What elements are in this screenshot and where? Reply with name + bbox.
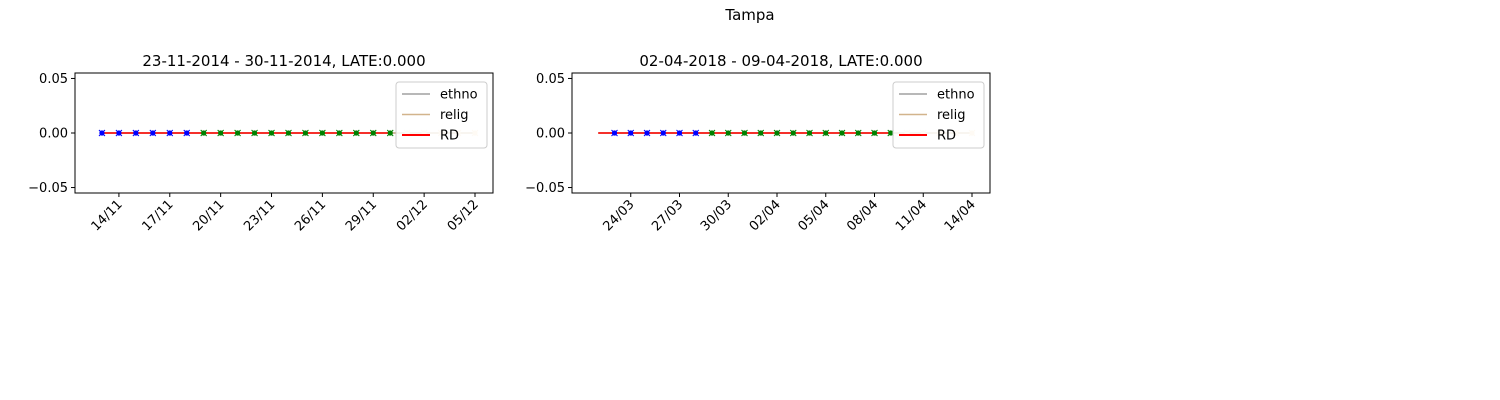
- data-point-cross: [854, 129, 862, 137]
- y-tick-label: 0.00: [39, 127, 68, 142]
- data-point-cross: [115, 129, 123, 137]
- legend-label-RD: RD: [937, 129, 956, 144]
- data-point-cross: [386, 129, 394, 137]
- data-point-cross: [741, 129, 748, 137]
- data-point-cross: [643, 129, 651, 137]
- data-point-cross: [268, 129, 275, 137]
- x-tick-label: 30/03: [698, 197, 735, 234]
- legend: ethno relig RD: [892, 81, 985, 149]
- legend-label-ethno: ethno: [937, 88, 975, 103]
- chart-panel-2: 02-04-2018 - 09-04-2018, LATE:0.000 −0.05…: [525, 52, 991, 234]
- x-tick-label: 14/04: [942, 197, 979, 234]
- legend-box: [395, 81, 488, 149]
- data-point-cross: [627, 129, 635, 137]
- x-tick-label: 26/11: [292, 197, 329, 234]
- data-point-cross: [335, 129, 343, 137]
- data-point-cross: [251, 129, 258, 137]
- data-point-cross: [757, 129, 765, 137]
- data-point-cross: [611, 129, 618, 137]
- data-point-cross: [302, 129, 309, 137]
- data-point-cross: [659, 129, 667, 137]
- x-tick-label: 05/12: [445, 197, 482, 234]
- x-tick-label: 02/04: [747, 197, 784, 234]
- data-point-cross: [773, 129, 781, 137]
- legend-label-RD: RD: [440, 129, 459, 144]
- data-point-cross: [822, 129, 830, 137]
- x-tick-label: 24/03: [600, 197, 637, 234]
- y-tick-label: 0.05: [536, 72, 565, 87]
- data-point-cross: [183, 129, 191, 137]
- data-point-cross: [838, 129, 846, 137]
- data-point-cross: [676, 129, 683, 137]
- data-point-cross: [319, 129, 326, 137]
- figure-title: Tampa: [724, 6, 774, 24]
- data-point-cross: [806, 129, 813, 137]
- data-point-cross: [217, 129, 225, 137]
- data-point-cross: [724, 129, 732, 137]
- x-tick-label: 14/11: [89, 197, 126, 234]
- chart-title: 23-11-2014 - 30-11-2014, LATE:0.000: [142, 52, 425, 70]
- x-tick-label: 20/11: [190, 197, 227, 234]
- x-tick-label: 11/04: [893, 197, 930, 234]
- x-tick-label: 27/03: [649, 197, 686, 234]
- data-point-cross: [871, 129, 878, 137]
- data-point-cross: [234, 129, 241, 137]
- data-point-cross: [692, 129, 700, 137]
- data-point-cross: [132, 129, 140, 137]
- legend: ethno relig RD: [395, 81, 488, 149]
- legend-box: [892, 81, 985, 149]
- data-point-cross: [285, 129, 292, 137]
- x-tick-label: 02/12: [394, 197, 431, 234]
- data-point-cross: [352, 129, 360, 137]
- legend-label-relig: relig: [937, 108, 966, 123]
- legend-label-ethno: ethno: [440, 88, 478, 103]
- x-tick-label: 05/04: [795, 197, 832, 234]
- data-point-cross: [200, 129, 208, 137]
- data-point-cross: [369, 129, 377, 137]
- chart-panel-1: 23-11-2014 - 30-11-2014, LATE:0.000 −0.05…: [28, 52, 494, 234]
- y-tick-label: −0.05: [525, 181, 565, 196]
- data-point-cross: [789, 129, 797, 137]
- y-tick-label: 0.05: [39, 72, 68, 87]
- legend-label-relig: relig: [440, 108, 469, 123]
- x-tick-label: 17/11: [140, 197, 177, 234]
- chart-title: 02-04-2018 - 09-04-2018, LATE:0.000: [639, 52, 922, 70]
- y-tick-label: −0.05: [28, 181, 68, 196]
- x-tick-label: 29/11: [343, 197, 380, 234]
- y-tick-label: 0.00: [536, 127, 565, 142]
- x-tick-label: 23/11: [241, 197, 278, 234]
- data-point-cross: [166, 129, 174, 137]
- data-point-cross: [98, 129, 106, 137]
- data-point-cross: [149, 129, 157, 137]
- x-tick-label: 08/04: [844, 197, 881, 234]
- data-point-cross: [708, 129, 716, 137]
